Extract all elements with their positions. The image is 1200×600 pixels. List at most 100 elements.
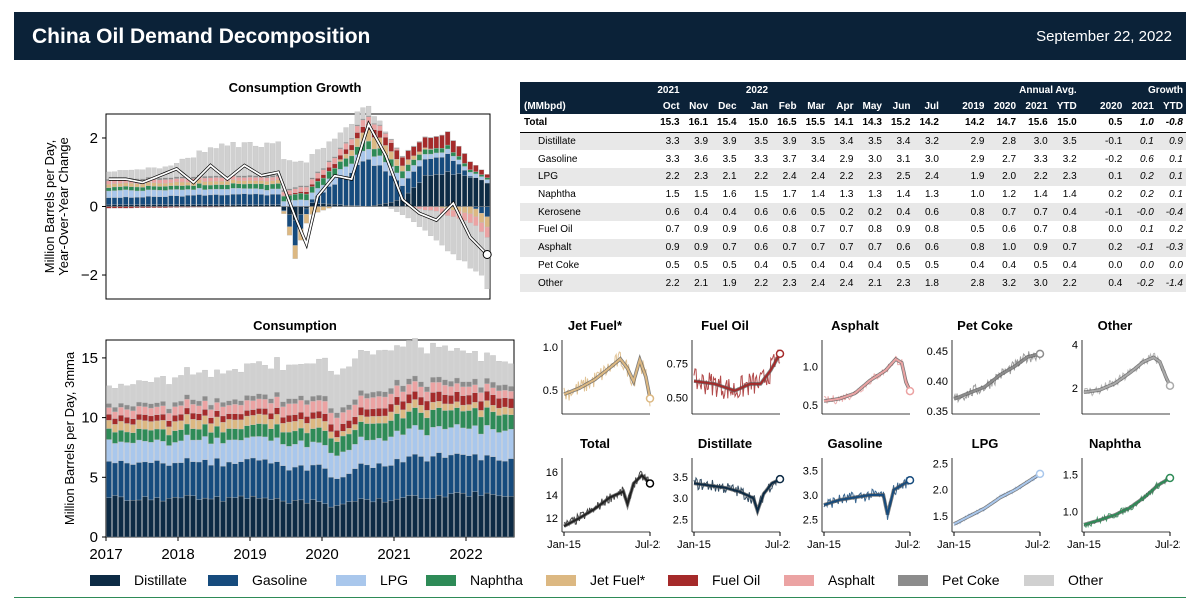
bar-segment-gasoline: [220, 465, 226, 502]
table-cell: 3.5: [1050, 132, 1080, 151]
bar-segment-other: [412, 338, 418, 377]
bar-segment-other: [226, 370, 232, 401]
legend-swatch: [208, 574, 238, 586]
bar-segment-lpg: [230, 188, 236, 195]
bar-segment-fueloil: [394, 149, 400, 160]
bar-segment-distillate: [196, 499, 202, 538]
bar-segment-distillate: [406, 495, 412, 538]
bar-segment-fueloil: [298, 412, 304, 420]
bar-segment-other: [360, 107, 366, 120]
legend-item: Asphalt: [784, 572, 875, 588]
bar-segment-gasoline: [202, 459, 208, 499]
bar-segment-jetfuel: [264, 181, 270, 185]
bar-segment-fueloil: [418, 396, 424, 406]
bar-segment-jetfuel: [207, 181, 214, 186]
table-cell: 0.7: [811, 224, 826, 236]
bar-segment-asphalt: [309, 179, 315, 185]
bar-segment-other: [394, 206, 400, 212]
bar-segment-other: [298, 160, 304, 186]
bar-segment-naphtha: [118, 430, 124, 442]
bar-segment-fueloil: [484, 174, 490, 178]
bar-segment-lpg: [157, 190, 163, 197]
row-label: LPG: [520, 168, 651, 186]
bar-segment-lpg: [343, 166, 349, 177]
bar-segment-naphtha: [502, 414, 508, 431]
column-header: YTD: [1156, 98, 1186, 114]
bar-segment-petcoke: [207, 175, 214, 179]
bar-segment-jetfuel: [340, 431, 346, 437]
bar-segment-asphalt: [326, 161, 332, 168]
bar-segment-naphtha: [134, 186, 140, 192]
bar-segment-asphalt: [315, 172, 321, 179]
bar-segment-jetfuel: [328, 431, 334, 439]
bar-segment-fueloil: [337, 154, 343, 160]
bar-segment-petcoke: [478, 387, 484, 393]
bar-segment-naphtha: [268, 428, 274, 441]
bar-segment-jetfuel: [286, 226, 293, 236]
table-cell: 0.5: [694, 259, 709, 271]
table-cell: 0.8: [868, 224, 882, 236]
bar-segment-lpg: [220, 443, 226, 467]
bar-segment-naphtha: [405, 164, 411, 172]
bar-segment-fueloil: [439, 135, 445, 149]
bar-segment-petcoke: [148, 403, 154, 409]
bar-segment-other: [467, 222, 473, 269]
bar-segment-other: [320, 147, 326, 169]
table-cell: 0.0: [1139, 259, 1154, 271]
annual-avg-label: Annual Avg.: [955, 82, 1080, 98]
table-cell: 0.5: [665, 259, 680, 271]
bar-segment-petcoke: [358, 390, 364, 396]
table-row: Other 2.2 2.1 1.9 2.2 2.3 2.4 2.4 2.1 2.3 1.8 2.8 3.…: [520, 274, 1186, 292]
column-header: Dec: [711, 98, 740, 114]
bar-segment-petcoke: [364, 393, 370, 399]
bar-segment-jetfuel: [106, 184, 112, 188]
bar-segment-asphalt: [478, 392, 484, 402]
table-cell: 3.2: [913, 132, 942, 151]
bar-segment-petcoke: [405, 149, 411, 151]
table-gap: [941, 98, 956, 114]
table-cell: 0.9: [1156, 132, 1186, 151]
bar-segment-jetfuel: [462, 206, 468, 214]
table-row: Distillate 3.3 3.9 3.9 3.5 3.9 3.5 3.4 3.5 3.4 3.2…: [520, 132, 1186, 151]
mini-chart-fueloil: 0.75 0.50: [667, 340, 785, 415]
bar-segment-gasoline: [208, 464, 214, 500]
bar-segment-distillate: [502, 496, 508, 538]
bar-segment-asphalt: [370, 397, 376, 410]
bar-segment-gasoline: [484, 455, 490, 494]
growth-chart: −2 0 2 Million Barrels per Day,Year-Over-Ye…: [42, 105, 492, 300]
year-2022: 2022: [739, 82, 772, 98]
bar-segment-petcoke: [454, 377, 460, 384]
bar-segment-petcoke: [268, 398, 274, 404]
bar-segment-gasoline: [360, 161, 366, 207]
bar-segment-fueloil: [399, 157, 406, 167]
bar-segment-fueloil: [332, 163, 338, 169]
column-header: 2020: [987, 98, 1020, 114]
table-gap: [942, 257, 956, 275]
bar-segment-gasoline: [185, 195, 191, 205]
table-cell: 0.7: [1019, 203, 1051, 222]
bar-segment-asphalt: [174, 178, 180, 183]
bar-segment-jetfuel: [442, 403, 448, 411]
bar-segment-gasoline: [262, 459, 268, 499]
table-cell: 0.7: [1033, 224, 1048, 236]
table-cell: 0.5: [970, 224, 985, 236]
bar-segment-lpg: [371, 156, 377, 166]
bar-segment-naphtha: [326, 171, 332, 179]
table-cell: 0.8: [1062, 224, 1077, 236]
bar-segment-gasoline: [382, 171, 389, 204]
bar-segment-other: [292, 161, 298, 188]
table-cell: 0.6: [754, 224, 769, 236]
bar-segment-gasoline: [118, 460, 124, 498]
bar-segment-jetfuel: [405, 159, 411, 165]
bar-segment-petcoke: [232, 399, 238, 405]
table-cell: 0.2: [856, 203, 885, 222]
bar-segment-other: [328, 370, 334, 409]
bar-segment-other: [244, 363, 250, 396]
bar-segment-lpg: [281, 201, 287, 207]
bar-segment-petcoke: [154, 402, 160, 408]
table-cell: 0.4: [1093, 274, 1126, 292]
y-tick-label: 1.5: [933, 511, 948, 523]
x-tick-label: 2017: [89, 546, 122, 563]
bar-segment-other: [124, 385, 130, 406]
bar-segment-jetfuel: [256, 413, 262, 424]
